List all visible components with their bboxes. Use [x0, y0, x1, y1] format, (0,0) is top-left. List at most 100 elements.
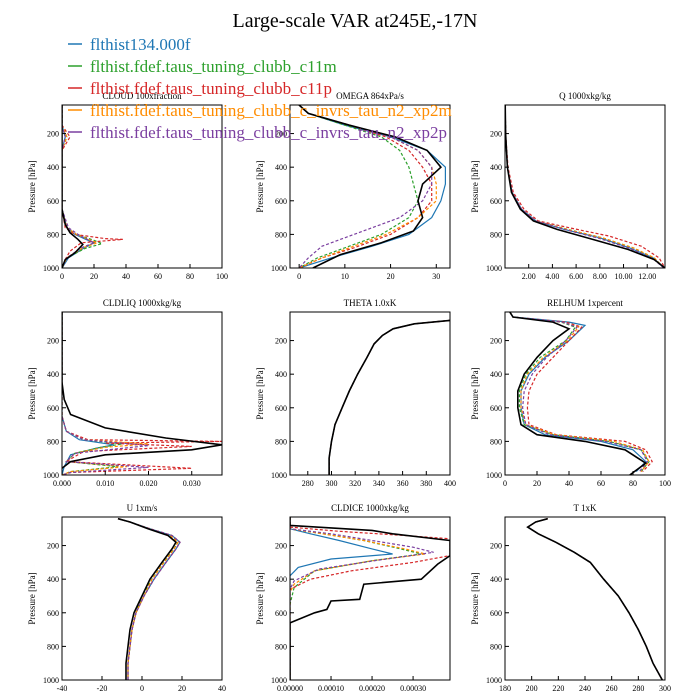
y-tick-label: 600: [275, 197, 287, 206]
y-tick-label: 200: [47, 337, 59, 346]
series-line-3: [62, 312, 149, 475]
y-tick-label: 400: [47, 370, 59, 379]
series-line-4: [290, 517, 434, 680]
x-tick-label: 340: [373, 479, 385, 488]
panel-5: RELHUM 1xpercent Pressure [hPa] 0 20 40 60 80 1…: [470, 298, 671, 488]
y-tick-label: 1000: [271, 264, 287, 273]
panel-1: OMEGA 864xPa/s Pressure [hPa] 0 10 20 30 200 40…: [255, 91, 451, 281]
x-tick-label: 2.00: [522, 272, 536, 281]
x-tick-label: 60: [154, 272, 162, 281]
series-group: [505, 105, 665, 268]
series-line-0: [505, 105, 665, 268]
panel-0: CLOUD 100xfraction Pressure [hPa] 0 20 40 60 8…: [27, 91, 228, 281]
series-group: [290, 517, 450, 680]
legend-label: flthist134.000f: [90, 35, 191, 54]
x-tick-label: 220: [552, 684, 564, 693]
panel-title: THETA 1.0xK: [344, 298, 397, 308]
legend-item-3: flthist.fdef.taus_tuning_clubb_c_invrs_t…: [68, 101, 452, 120]
y-axis-label: Pressure [hPa]: [255, 367, 265, 419]
y-tick-label: 1000: [43, 471, 59, 480]
y-axis-label: Pressure [hPa]: [470, 572, 480, 624]
series-line-3: [526, 518, 663, 680]
x-tick-label: 260: [606, 684, 618, 693]
x-tick-label: 4.00: [545, 272, 559, 281]
series-line-2: [290, 517, 450, 680]
y-axis-label: Pressure [hPa]: [27, 367, 37, 419]
series-line-0: [509, 312, 647, 473]
series-line-3: [290, 517, 426, 680]
y-tick-label: 600: [490, 609, 502, 618]
legend-item-0: flthist134.000f: [68, 35, 191, 54]
series-line-1: [526, 518, 663, 680]
x-tick-label: 0.010: [96, 479, 114, 488]
series-line-3: [505, 105, 665, 268]
y-tick-label: 800: [490, 437, 502, 446]
y-tick-label: 1000: [271, 676, 287, 685]
series-line-3: [509, 312, 650, 472]
panel-3: CLDLIQ 1000xkg/kg Pressure [hPa] 0.000 0.01…: [27, 298, 223, 488]
y-tick-label: 400: [490, 163, 502, 172]
y-tick-label: 1000: [486, 264, 502, 273]
panel-title: RELHUM 1xpercent: [547, 298, 623, 308]
y-tick-label: 1000: [486, 471, 502, 480]
y-tick-label: 400: [490, 575, 502, 584]
panel-title: CLDICE 1000xkg/kg: [331, 503, 409, 513]
x-tick-label: 0: [60, 272, 64, 281]
panel-4: THETA 1.0xK Pressure [hPa] 280 300 320 340 360…: [255, 298, 456, 488]
x-tick-label: 0.000: [53, 479, 71, 488]
panel-title: T 1xK: [573, 503, 597, 513]
y-tick-label: 600: [490, 404, 502, 413]
x-tick-label: 0.00020: [359, 684, 385, 693]
y-tick-label: 400: [490, 370, 502, 379]
y-axis-label: Pressure [hPa]: [470, 367, 480, 419]
y-tick-label: 200: [490, 542, 502, 551]
x-tick-label: 0: [297, 272, 301, 281]
x-tick-label: 10.00: [615, 272, 633, 281]
plot-frame: [504, 516, 666, 681]
y-tick-label: 400: [47, 163, 59, 172]
series-group: [328, 319, 450, 475]
x-tick-label: 20: [387, 272, 395, 281]
x-tick-label: 6.00: [569, 272, 583, 281]
series-line-4: [509, 312, 649, 472]
series-group: [509, 312, 653, 475]
series-line-2: [509, 312, 653, 473]
y-axis-label: Pressure [hPa]: [27, 160, 37, 212]
x-tick-label: 8.00: [593, 272, 607, 281]
x-tick-label: 60: [597, 479, 605, 488]
y-tick-label: 1000: [43, 264, 59, 273]
series-line-5: [509, 312, 648, 475]
legend-label: flthist.fdef.taus_tuning_clubb_c_invrs_t…: [90, 101, 452, 120]
series-line-5: [298, 105, 442, 268]
y-tick-label: 1000: [43, 676, 59, 685]
series-line-5: [505, 105, 665, 268]
x-tick-label: 360: [397, 479, 409, 488]
x-tick-label: 0.030: [183, 479, 201, 488]
x-tick-label: 80: [186, 272, 194, 281]
x-tick-label: 20: [533, 479, 541, 488]
y-tick-label: 1000: [486, 676, 502, 685]
panel-title: U 1xm/s: [127, 503, 158, 513]
series-line-2: [505, 105, 665, 268]
y-tick-label: 600: [275, 404, 287, 413]
figure-title: Large-scale VAR at245E,-17N: [233, 10, 478, 32]
x-tick-label: 0.00000: [277, 684, 303, 693]
panel-6: U 1xm/s Pressure [hPa] -40 -20 0 20 40 200 400 60…: [27, 503, 226, 693]
x-tick-label: 240: [579, 684, 591, 693]
y-tick-label: 200: [275, 542, 287, 551]
y-tick-label: 600: [47, 404, 59, 413]
series-group: [117, 517, 181, 680]
x-tick-label: 40: [218, 684, 226, 693]
x-tick-label: 40: [122, 272, 130, 281]
y-tick-label: 200: [490, 337, 502, 346]
legend-item-2: flthist.fdef.taus_tuning_clubb_c11p: [68, 79, 332, 98]
x-tick-label: 0: [503, 479, 507, 488]
series-line-3: [62, 105, 99, 268]
y-tick-label: 1000: [271, 471, 287, 480]
y-axis-label: Pressure [hPa]: [470, 160, 480, 212]
x-tick-label: 20: [178, 684, 186, 693]
x-tick-label: 100: [216, 272, 228, 281]
y-tick-label: 200: [275, 130, 287, 139]
y-tick-label: 600: [47, 197, 59, 206]
series-group: [62, 312, 222, 475]
